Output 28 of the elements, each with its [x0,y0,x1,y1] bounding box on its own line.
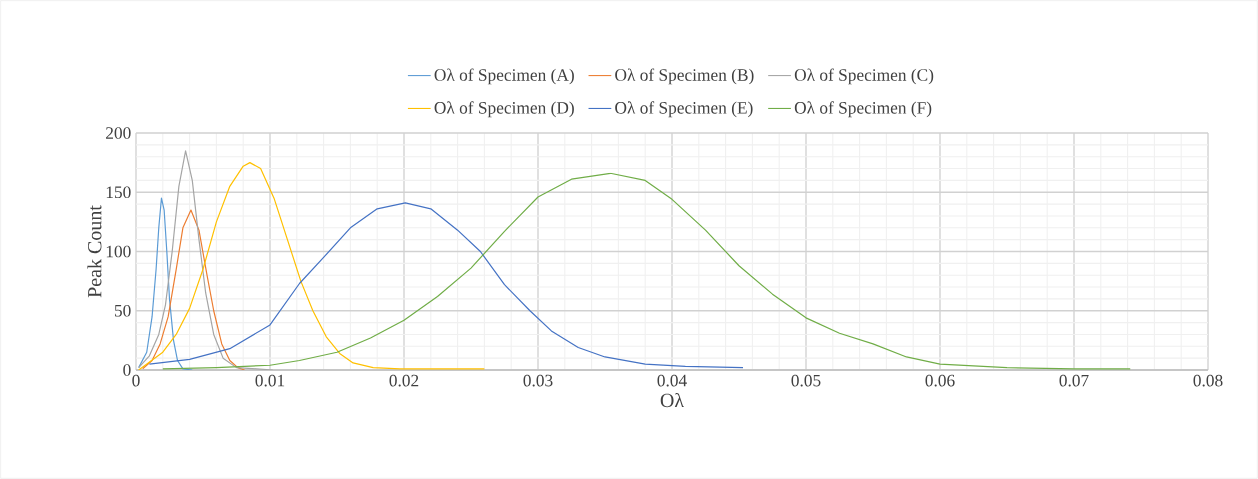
line-series [142,209,246,370]
legend-label: Oλ of Specimen (C) [794,68,934,85]
y-tick-label: 200 [106,127,131,139]
line-series [138,162,485,370]
legend-label: Oλ of Specimen (F) [794,101,932,118]
y-tick-label: 150 [106,186,131,199]
x-axis-title: Oλ [660,392,684,408]
legend-label: Oλ of Specimen (E) [615,101,753,118]
x-tick-label: 0.03 [523,374,553,387]
y-tick-label: 100 [106,245,131,258]
line-series [138,197,193,370]
legend-label: Oλ of Specimen (A) [434,68,574,85]
x-tick-label: 0 [132,374,140,387]
legend-label: Oλ of Specimen (D) [434,101,574,118]
x-tick-label: 0.07 [1059,374,1089,387]
x-tick-label: 0.04 [657,374,687,387]
x-tick-label: 0.01 [255,374,285,387]
x-tick-label: 0.05 [791,374,821,387]
y-tick-label: 0 [123,364,131,376]
x-tick-label: 0.02 [389,374,419,387]
legend-label: Oλ of Specimen (B) [615,68,754,85]
line-series [162,172,1131,370]
x-tick-label: 0.06 [925,374,955,387]
x-tick-label: 0.08 [1193,374,1223,387]
y-axis-title: Peak Count [87,205,102,298]
line-series [148,202,744,369]
y-tick-label: 50 [114,304,131,317]
line-series [138,150,274,370]
